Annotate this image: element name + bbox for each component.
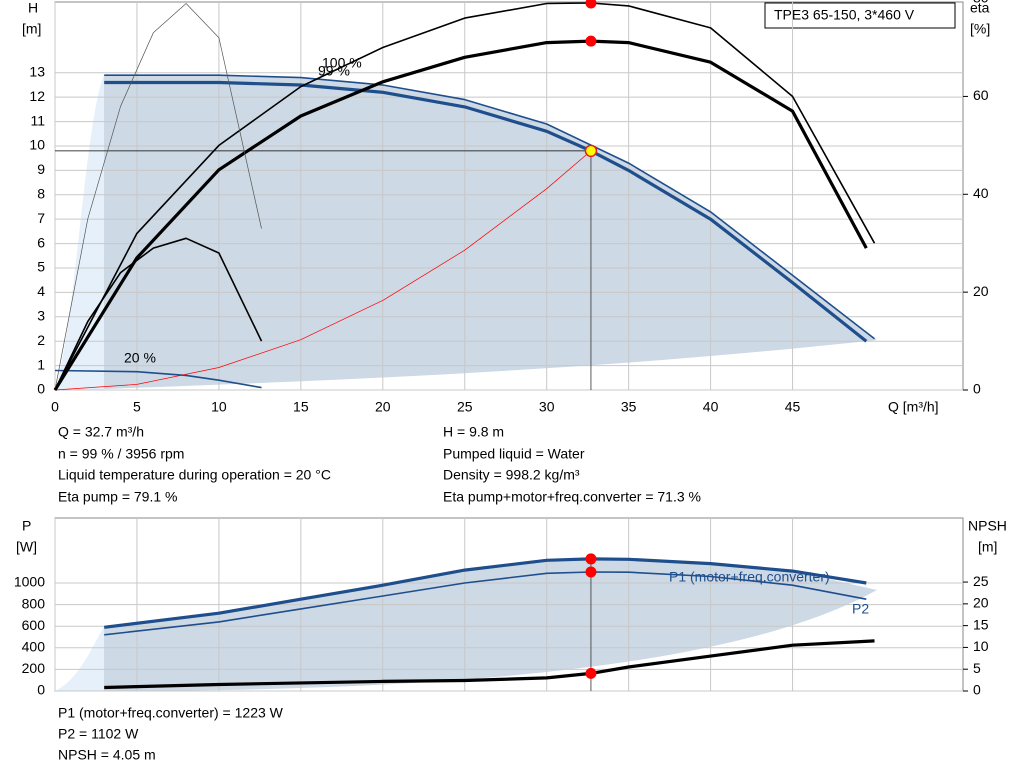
annotation: P2 xyxy=(852,601,869,617)
y2-tick-label: 15 xyxy=(973,616,989,632)
y-tick-label: 1 xyxy=(37,356,45,372)
readout: Eta pump = 79.1 % xyxy=(58,489,177,505)
readout: P2 = 1102 W xyxy=(58,726,139,742)
x-label: Q [m³/h] xyxy=(888,399,939,415)
y2-unit: [%] xyxy=(970,21,990,37)
x-tick-label: 10 xyxy=(211,399,227,415)
y-tick-label: 2 xyxy=(37,332,45,348)
x-tick-label: 15 xyxy=(293,399,309,415)
y-tick-label: 800 xyxy=(22,595,46,611)
chart-title: TPE3 65-150, 3*460 V xyxy=(774,7,915,23)
y-tick-label: 0 xyxy=(37,381,45,397)
curve xyxy=(54,2,876,391)
readout: Eta pump+motor+freq.converter = 71.3 % xyxy=(443,489,701,505)
readout: NPSH = 4.05 m xyxy=(58,747,156,763)
y-tick-label: 400 xyxy=(22,639,46,655)
curve xyxy=(104,557,867,629)
readout: n = 99 % / 3956 rpm xyxy=(58,446,184,462)
operating-point xyxy=(585,566,597,578)
annotation: 20 % xyxy=(124,350,156,366)
y-tick-label: 4 xyxy=(37,283,45,299)
annotation: 100 % xyxy=(322,55,362,71)
y-tick-label: 8 xyxy=(37,185,45,201)
y-tick-label: 7 xyxy=(37,210,45,226)
operating-point xyxy=(585,667,597,679)
y-tick-label: 3 xyxy=(37,307,45,323)
curve xyxy=(54,150,592,391)
y2-tick-label: 25 xyxy=(973,573,989,589)
curve xyxy=(104,571,867,636)
curve xyxy=(54,369,262,389)
y2-label: eta xyxy=(970,0,990,16)
y2-tick-label: 40 xyxy=(973,185,989,201)
curve xyxy=(54,3,262,391)
y-tick-label: 12 xyxy=(29,88,45,104)
title-box xyxy=(764,2,956,29)
readout: P1 (motor+freq.converter) = 1223 W xyxy=(58,705,284,721)
y-tick-label: 13 xyxy=(29,63,45,79)
operating-point xyxy=(585,0,597,9)
curve xyxy=(53,39,868,391)
operating-point xyxy=(585,35,597,47)
y2-tick-label: 20 xyxy=(973,283,989,299)
y-label: P xyxy=(22,518,31,534)
readout: Pumped liquid = Water xyxy=(443,446,585,462)
x-tick-label: 0 xyxy=(51,399,59,415)
annotation: 99 % xyxy=(318,63,350,79)
x-tick-label: 40 xyxy=(703,399,719,415)
y-tick-label: 5 xyxy=(37,259,45,275)
y-tick-label: 6 xyxy=(37,234,45,250)
y-tick-label: 200 xyxy=(22,660,46,676)
x-tick-label: 45 xyxy=(785,399,801,415)
y-tick-label: 600 xyxy=(22,617,46,633)
y2-tick-label: 0 xyxy=(973,682,981,698)
x-tick-label: 5 xyxy=(133,399,141,415)
readout: H = 9.8 m xyxy=(443,424,504,440)
operating-point xyxy=(584,144,598,158)
annotation: P1 (motor+freq.converter) xyxy=(669,569,830,585)
y-tick-label: 0 xyxy=(37,682,45,698)
y-tick-label: 11 xyxy=(30,112,45,128)
y2-tick-label: 10 xyxy=(973,638,989,654)
y-unit: [m] xyxy=(22,21,41,37)
operating-point xyxy=(585,553,597,565)
y2-tick-label: 60 xyxy=(973,87,989,103)
y2-tick-label: 5 xyxy=(973,660,981,676)
y-label: H xyxy=(28,0,38,16)
curve xyxy=(54,237,263,391)
y2-label: NPSH xyxy=(968,518,1007,534)
operating-range xyxy=(55,75,877,691)
y2-tick-label: 20 xyxy=(973,595,989,611)
curve xyxy=(104,80,868,343)
curve xyxy=(104,74,875,340)
readout: Liquid temperature during operation = 20… xyxy=(58,467,331,483)
y2-tick-label: 0 xyxy=(973,381,981,397)
x-tick-label: 35 xyxy=(621,399,637,415)
y-tick-label: 1000 xyxy=(14,574,45,590)
x-tick-label: 25 xyxy=(457,399,473,415)
y-unit: [W] xyxy=(16,539,37,555)
x-tick-label: 20 xyxy=(375,399,391,415)
readout: Density = 998.2 kg/m³ xyxy=(443,467,580,483)
y-tick-label: 9 xyxy=(37,161,45,177)
x-tick-label: 30 xyxy=(539,399,555,415)
curve xyxy=(104,639,875,690)
y2-tick-label: 80 xyxy=(973,0,989,5)
y-tick-label: 10 xyxy=(29,137,45,153)
y2-unit: [m] xyxy=(978,539,997,555)
readout: Q = 32.7 m³/h xyxy=(58,424,144,440)
